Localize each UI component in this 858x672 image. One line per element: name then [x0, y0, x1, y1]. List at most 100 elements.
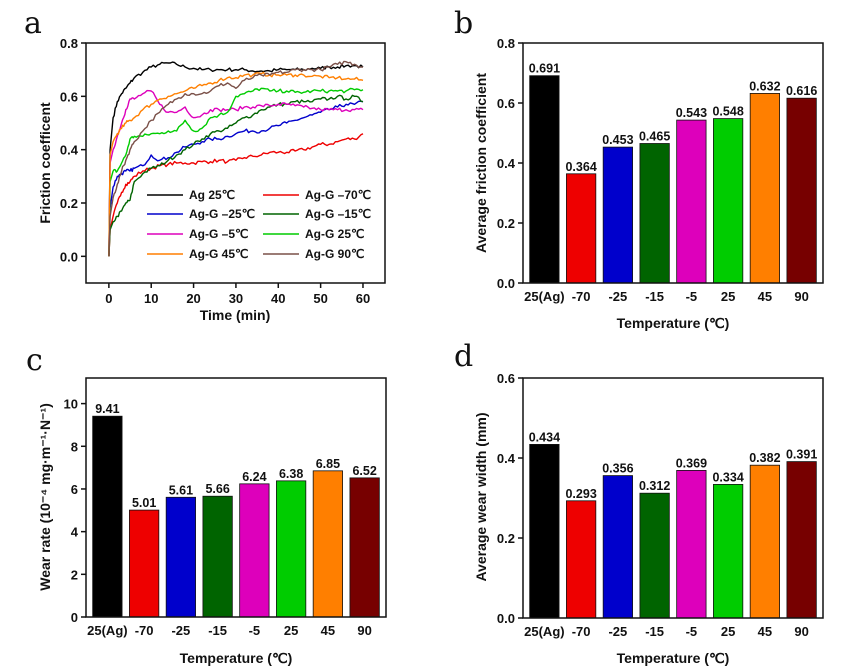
bar-value-label: 0.293: [565, 487, 596, 501]
x-tick-label: -25: [608, 289, 627, 304]
x-tick-label: 90: [357, 623, 371, 638]
panel-c-y-axis-title: Wear rate (10⁻⁴ mg·m⁻¹·N⁻¹): [37, 403, 53, 591]
panel-a-x-axis-title: Time (min): [200, 307, 271, 323]
panel-a-x-tick-label: 40: [271, 291, 285, 306]
panel-c-y-tick-label: 8: [71, 439, 78, 454]
bar--70: [566, 173, 597, 284]
x-tick-label: -15: [645, 289, 664, 304]
bar--70: [129, 509, 160, 618]
panel-a-legend: Ag 25℃ Ag-G –70℃ Ag-G –25℃ Ag-G –15℃ Ag-G –5…: [147, 188, 371, 261]
legend-label: Ag-G 25℃: [305, 227, 364, 241]
bar-90: [786, 97, 817, 284]
panel-b-y-tick-label: 0.4: [497, 156, 516, 171]
x-tick-label: 25: [721, 624, 735, 639]
bar-value-label: 0.364: [565, 160, 596, 174]
x-tick-label: 25(Ag): [524, 289, 564, 304]
x-tick-label: 45: [758, 289, 772, 304]
panel-a-y-tick-label: 0.0: [60, 249, 78, 264]
bar-25: [276, 480, 307, 618]
bar-45: [749, 464, 780, 619]
panel-c: c 9.41 5.01 5.61 5.66 6.24 6.38 6.85 6.52 0 2 4 6 8…: [26, 343, 387, 666]
series-line-2: [108, 133, 364, 257]
legend-label: Ag-G –25℃: [189, 207, 255, 221]
bar-value-label: 5.66: [205, 482, 229, 496]
x-tick-label: -5: [686, 624, 698, 639]
bar-25: [713, 118, 744, 284]
bar-value-label: 0.334: [712, 470, 743, 484]
panel-label-d: d: [454, 339, 473, 374]
panel-a-y-tick-label: 0.4: [60, 143, 79, 158]
series-line-6: [108, 87, 364, 257]
panel-c-y-tick-label: 10: [64, 397, 78, 412]
panel-c-y-tick-label: 2: [71, 567, 78, 582]
panel-c-y-tick-label: 0: [71, 610, 78, 625]
bar--25: [602, 475, 633, 619]
x-tick-label: 90: [794, 624, 808, 639]
panel-label-a: a: [24, 6, 42, 41]
bar--5: [676, 469, 707, 619]
panel-b-y-tick-label: 0.6: [497, 96, 515, 111]
x-tick-label: -25: [608, 624, 627, 639]
panel-label-b: b: [454, 6, 473, 41]
legend-label: Ag-G –5℃: [189, 227, 248, 241]
panel-a-y-tick-label: 0.8: [60, 36, 78, 51]
panel-c-y-tick-label: 4: [71, 525, 79, 540]
panel-a-x-tick-label: 50: [313, 291, 327, 306]
x-tick-label: -5: [249, 623, 261, 638]
panel-a: a 0.0 0.2 0.4 0.6 0.8 0 10 20 30 40 50 60 Time (mi…: [24, 6, 386, 323]
panel-a-y-ticks: 0.0 0.2 0.4 0.6 0.8: [60, 36, 86, 264]
x-tick-label: 25(Ag): [87, 623, 127, 638]
bar--70: [566, 500, 597, 619]
panel-a-x-tick-label: 0: [105, 291, 112, 306]
panel-a-y-axis-title: Friction coefficent: [37, 102, 53, 224]
bar-value-label: 5.61: [169, 483, 193, 497]
x-tick-label: 90: [794, 289, 808, 304]
panel-a-y-tick-label: 0.6: [60, 89, 78, 104]
panel-a-y-tick-label: 0.2: [60, 196, 78, 211]
panel-c-frame: [85, 377, 387, 618]
panel-d-y-ticks: 0.0 0.2 0.4 0.6: [497, 371, 523, 626]
legend-label: Ag-G –15℃: [305, 207, 371, 221]
bar-value-label: 0.453: [602, 133, 633, 147]
bar-value-label: 6.85: [316, 457, 340, 471]
series-line-8: [108, 60, 364, 257]
bar-value-label: 6.52: [352, 464, 376, 478]
bar-value-label: 0.465: [639, 130, 670, 144]
panel-a-x-tick-label: 10: [144, 291, 158, 306]
series-line-3: [108, 100, 364, 257]
series-line-7: [108, 71, 364, 257]
bar--15: [202, 495, 233, 618]
bar-45: [312, 470, 343, 618]
panel-b-y-tick-label: 0.8: [497, 36, 515, 51]
bar-25: [713, 483, 744, 619]
bar-25(Ag): [529, 75, 560, 284]
bar-90: [786, 461, 817, 619]
x-tick-label: -25: [171, 623, 190, 638]
bar--25: [602, 146, 633, 284]
bar-value-label: 0.356: [602, 462, 633, 476]
x-tick-label: 25(Ag): [524, 624, 564, 639]
panel-c-x-axis-title: Temperature (℃): [180, 650, 293, 666]
bar-value-label: 6.24: [242, 470, 266, 484]
bar-value-label: 0.691: [529, 62, 560, 76]
panel-d-x-axis-title: Temperature (℃): [617, 650, 730, 666]
panel-a-x-tick-label: 30: [229, 291, 243, 306]
bar--5: [676, 119, 707, 284]
bar-value-label: 0.391: [786, 448, 817, 462]
panel-d-y-tick-label: 0.4: [497, 451, 516, 466]
bar-45: [749, 93, 780, 284]
x-tick-label: -70: [572, 624, 591, 639]
x-tick-label: -15: [208, 623, 227, 638]
panel-d-y-axis-title: Average wear width (mm): [473, 412, 489, 581]
bar-value-label: 0.434: [529, 430, 560, 444]
bar-90: [349, 477, 380, 618]
x-tick-label: 25: [721, 289, 735, 304]
panel-d-y-tick-label: 0.2: [497, 531, 515, 546]
panel-c-x-ticks: 25(Ag) -70 -25 -15 -5 25 45 90: [87, 623, 372, 638]
bar-25(Ag): [529, 443, 560, 619]
panel-c-y-ticks: 0 2 4 6 8 10: [64, 397, 86, 625]
panel-a-x-tick-label: 60: [356, 291, 370, 306]
panel-b-y-axis-title: Average friction coefficient: [473, 73, 489, 253]
